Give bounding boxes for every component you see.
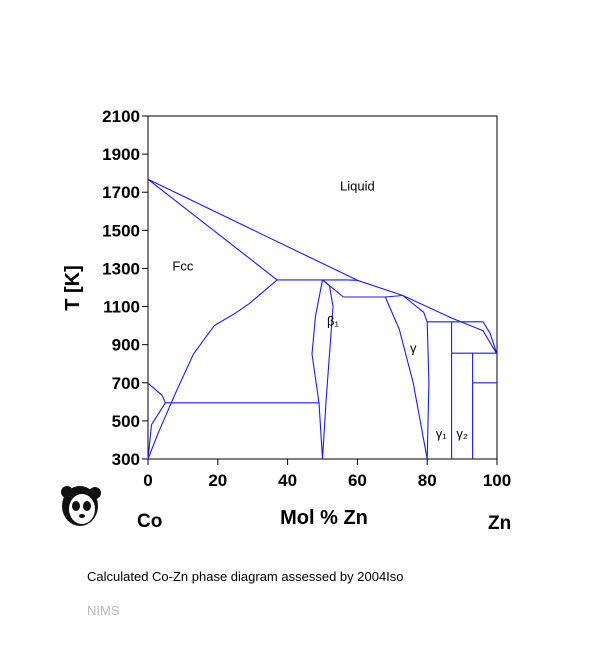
y-tick-label: 2100 (102, 107, 140, 126)
phase-label: β₁ (327, 314, 339, 329)
phase-label: γ₁ (436, 426, 448, 441)
phase-label: Liquid (340, 178, 375, 193)
x-tick-label: 60 (348, 471, 367, 490)
credit-label: NIMS (87, 603, 120, 618)
phase-boundaries (147, 178, 498, 460)
y-tick-label: 1300 (102, 259, 140, 278)
x-tick-label: 100 (483, 471, 511, 490)
phase-label: γ₂ (456, 426, 468, 441)
x-tick-label: 20 (208, 471, 227, 490)
y-tick-label: 500 (112, 412, 140, 431)
y-tick-label: 1500 (102, 221, 140, 240)
y-tick-label: 1100 (103, 298, 140, 317)
phase-boundary-9 (322, 279, 344, 298)
x-tick-label: 0 (143, 471, 152, 490)
y-tick-label: 700 (112, 374, 140, 393)
panda-icon (61, 486, 101, 526)
y-axis-title: T [K] (62, 265, 84, 311)
phase-boundary-11 (384, 296, 428, 460)
phase-labels: Liquid Fcc β₁ γ γ₁ γ₂ (172, 178, 467, 441)
y-tick-label: 1900 (102, 145, 140, 164)
phase-boundary-0 (147, 178, 498, 355)
figure-caption: Calculated Co-Zn phase diagram assessed … (87, 569, 404, 584)
element-right-label: Zn (488, 513, 511, 534)
phase-boundary-12 (402, 295, 430, 460)
phase-label: γ (410, 340, 417, 355)
element-left-label: Co (137, 511, 162, 532)
x-axis-title: Mol % Zn (280, 507, 368, 529)
phase-boundary-13 (427, 321, 498, 355)
y-tick-label: 900 (112, 336, 140, 355)
phase-boundary-5 (147, 402, 166, 460)
phase-label: Fcc (172, 258, 193, 273)
phase-boundary-3 (147, 279, 278, 460)
phase-boundary-7 (311, 279, 324, 460)
y-tick-label: 300 (112, 450, 140, 469)
phase-boundary-8 (321, 279, 334, 460)
x-tick-label: 80 (418, 471, 437, 490)
plot-frame (147, 115, 498, 460)
phase-boundary-1 (147, 178, 278, 281)
y-tick-label: 1700 (102, 183, 140, 202)
x-tick-label: 40 (278, 471, 297, 490)
axis-ticks: 0 20 40 60 80 100 300 500 700 900 1100 1300 1500 1700… (102, 107, 511, 490)
phase-boundary-4 (147, 382, 166, 404)
phase-boundary-10 (343, 294, 403, 298)
